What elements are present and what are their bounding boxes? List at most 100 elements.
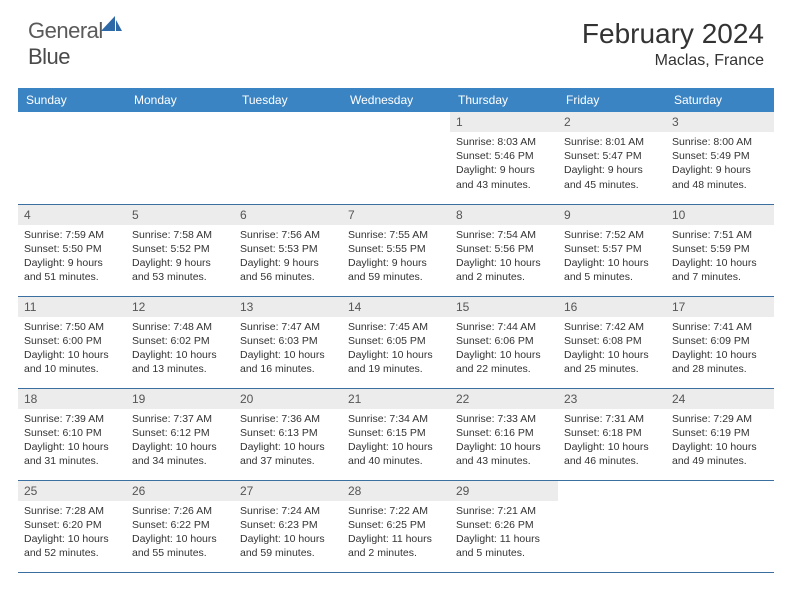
sunset-text: Sunset: 5:50 PM [24, 242, 120, 256]
day-details: Sunrise: 7:22 AMSunset: 6:25 PMDaylight:… [342, 501, 450, 565]
daylight-text: Daylight: 10 hours and 16 minutes. [240, 348, 336, 376]
day-details: Sunrise: 7:52 AMSunset: 5:57 PMDaylight:… [558, 225, 666, 289]
sunrise-text: Sunrise: 7:39 AM [24, 412, 120, 426]
day-number: 20 [234, 389, 342, 409]
sunset-text: Sunset: 6:16 PM [456, 426, 552, 440]
sunrise-text: Sunrise: 7:29 AM [672, 412, 768, 426]
day-details: Sunrise: 8:01 AMSunset: 5:47 PMDaylight:… [558, 132, 666, 196]
daylight-text: Daylight: 9 hours and 43 minutes. [456, 163, 552, 191]
daylight-text: Daylight: 10 hours and 28 minutes. [672, 348, 768, 376]
day-number: 22 [450, 389, 558, 409]
sunrise-text: Sunrise: 7:44 AM [456, 320, 552, 334]
sunrise-text: Sunrise: 7:41 AM [672, 320, 768, 334]
sunset-text: Sunset: 6:22 PM [132, 518, 228, 532]
sunrise-text: Sunrise: 8:03 AM [456, 135, 552, 149]
sunrise-text: Sunrise: 7:36 AM [240, 412, 336, 426]
sunset-text: Sunset: 6:03 PM [240, 334, 336, 348]
weekday-header: Thursday [450, 88, 558, 112]
day-number: 21 [342, 389, 450, 409]
day-number: 8 [450, 205, 558, 225]
day-details: Sunrise: 7:48 AMSunset: 6:02 PMDaylight:… [126, 317, 234, 381]
calendar-day-cell: 22Sunrise: 7:33 AMSunset: 6:16 PMDayligh… [450, 388, 558, 480]
daylight-text: Daylight: 11 hours and 2 minutes. [348, 532, 444, 560]
day-number: 12 [126, 297, 234, 317]
daylight-text: Daylight: 10 hours and 40 minutes. [348, 440, 444, 468]
day-number: 3 [666, 112, 774, 132]
daylight-text: Daylight: 10 hours and 49 minutes. [672, 440, 768, 468]
sunrise-text: Sunrise: 7:59 AM [24, 228, 120, 242]
calendar-day-cell: 1 Sunrise: 8:03 AMSunset: 5:46 PMDaylight… [450, 112, 558, 204]
weekday-header: Monday [126, 88, 234, 112]
day-details: Sunrise: 7:58 AMSunset: 5:52 PMDaylight:… [126, 225, 234, 289]
daylight-text: Daylight: 10 hours and 2 minutes. [456, 256, 552, 284]
daylight-text: Daylight: 9 hours and 56 minutes. [240, 256, 336, 284]
sunrise-text: Sunrise: 7:28 AM [24, 504, 120, 518]
calendar-day-cell [18, 112, 126, 204]
sunrise-text: Sunrise: 7:48 AM [132, 320, 228, 334]
sunrise-text: Sunrise: 7:42 AM [564, 320, 660, 334]
day-number: 2 [558, 112, 666, 132]
sunset-text: Sunset: 6:02 PM [132, 334, 228, 348]
sunset-text: Sunset: 5:59 PM [672, 242, 768, 256]
daylight-text: Daylight: 10 hours and 13 minutes. [132, 348, 228, 376]
calendar-day-cell [234, 112, 342, 204]
day-number: 11 [18, 297, 126, 317]
calendar-day-cell: 9Sunrise: 7:52 AMSunset: 5:57 PMDaylight… [558, 204, 666, 296]
daylight-text: Daylight: 10 hours and 43 minutes. [456, 440, 552, 468]
sunset-text: Sunset: 5:52 PM [132, 242, 228, 256]
calendar-day-cell: 29Sunrise: 7:21 AMSunset: 6:26 PMDayligh… [450, 480, 558, 572]
daylight-text: Daylight: 10 hours and 5 minutes. [564, 256, 660, 284]
sunset-text: Sunset: 5:57 PM [564, 242, 660, 256]
calendar-day-cell: 17Sunrise: 7:41 AMSunset: 6:09 PMDayligh… [666, 296, 774, 388]
logo: GeneralBlue [28, 18, 123, 70]
calendar-day-cell [666, 480, 774, 572]
sunrise-text: Sunrise: 7:50 AM [24, 320, 120, 334]
daylight-text: Daylight: 10 hours and 34 minutes. [132, 440, 228, 468]
calendar-week-row: 4Sunrise: 7:59 AMSunset: 5:50 PMDaylight… [18, 204, 774, 296]
calendar-day-cell: 4Sunrise: 7:59 AMSunset: 5:50 PMDaylight… [18, 204, 126, 296]
weekday-header: Sunday [18, 88, 126, 112]
day-details: Sunrise: 7:45 AMSunset: 6:05 PMDaylight:… [342, 317, 450, 381]
page-title: February 2024 [582, 18, 764, 50]
calendar-day-cell: 24Sunrise: 7:29 AMSunset: 6:19 PMDayligh… [666, 388, 774, 480]
day-details: Sunrise: 7:24 AMSunset: 6:23 PMDaylight:… [234, 501, 342, 565]
daylight-text: Daylight: 10 hours and 52 minutes. [24, 532, 120, 560]
weekday-header: Saturday [666, 88, 774, 112]
day-number: 26 [126, 481, 234, 501]
sunrise-text: Sunrise: 7:31 AM [564, 412, 660, 426]
day-details: Sunrise: 7:42 AMSunset: 6:08 PMDaylight:… [558, 317, 666, 381]
calendar-day-cell: 12Sunrise: 7:48 AMSunset: 6:02 PMDayligh… [126, 296, 234, 388]
sunset-text: Sunset: 6:19 PM [672, 426, 768, 440]
daylight-text: Daylight: 10 hours and 22 minutes. [456, 348, 552, 376]
day-number: 16 [558, 297, 666, 317]
calendar-week-row: 11Sunrise: 7:50 AMSunset: 6:00 PMDayligh… [18, 296, 774, 388]
sunrise-text: Sunrise: 7:26 AM [132, 504, 228, 518]
day-number: 19 [126, 389, 234, 409]
calendar-table: Sunday Monday Tuesday Wednesday Thursday… [18, 88, 774, 573]
day-number: 24 [666, 389, 774, 409]
calendar-week-row: 25Sunrise: 7:28 AMSunset: 6:20 PMDayligh… [18, 480, 774, 572]
daylight-text: Daylight: 9 hours and 45 minutes. [564, 163, 660, 191]
sunrise-text: Sunrise: 7:34 AM [348, 412, 444, 426]
calendar-day-cell: 21Sunrise: 7:34 AMSunset: 6:15 PMDayligh… [342, 388, 450, 480]
day-number: 1 [450, 112, 558, 132]
sunrise-text: Sunrise: 7:56 AM [240, 228, 336, 242]
daylight-text: Daylight: 10 hours and 25 minutes. [564, 348, 660, 376]
calendar-day-cell: 23Sunrise: 7:31 AMSunset: 6:18 PMDayligh… [558, 388, 666, 480]
calendar-day-cell [126, 112, 234, 204]
day-details: Sunrise: 7:47 AMSunset: 6:03 PMDaylight:… [234, 317, 342, 381]
weekday-header-row: Sunday Monday Tuesday Wednesday Thursday… [18, 88, 774, 112]
sunrise-text: Sunrise: 8:00 AM [672, 135, 768, 149]
sunset-text: Sunset: 5:46 PM [456, 149, 552, 163]
day-details: Sunrise: 7:29 AMSunset: 6:19 PMDaylight:… [666, 409, 774, 473]
daylight-text: Daylight: 10 hours and 37 minutes. [240, 440, 336, 468]
calendar-day-cell: 7Sunrise: 7:55 AMSunset: 5:55 PMDaylight… [342, 204, 450, 296]
calendar-day-cell: 10Sunrise: 7:51 AMSunset: 5:59 PMDayligh… [666, 204, 774, 296]
sunrise-text: Sunrise: 7:55 AM [348, 228, 444, 242]
daylight-text: Daylight: 10 hours and 19 minutes. [348, 348, 444, 376]
sunset-text: Sunset: 6:10 PM [24, 426, 120, 440]
sunrise-text: Sunrise: 7:54 AM [456, 228, 552, 242]
calendar-day-cell: 18Sunrise: 7:39 AMSunset: 6:10 PMDayligh… [18, 388, 126, 480]
sunrise-text: Sunrise: 7:58 AM [132, 228, 228, 242]
daylight-text: Daylight: 10 hours and 46 minutes. [564, 440, 660, 468]
